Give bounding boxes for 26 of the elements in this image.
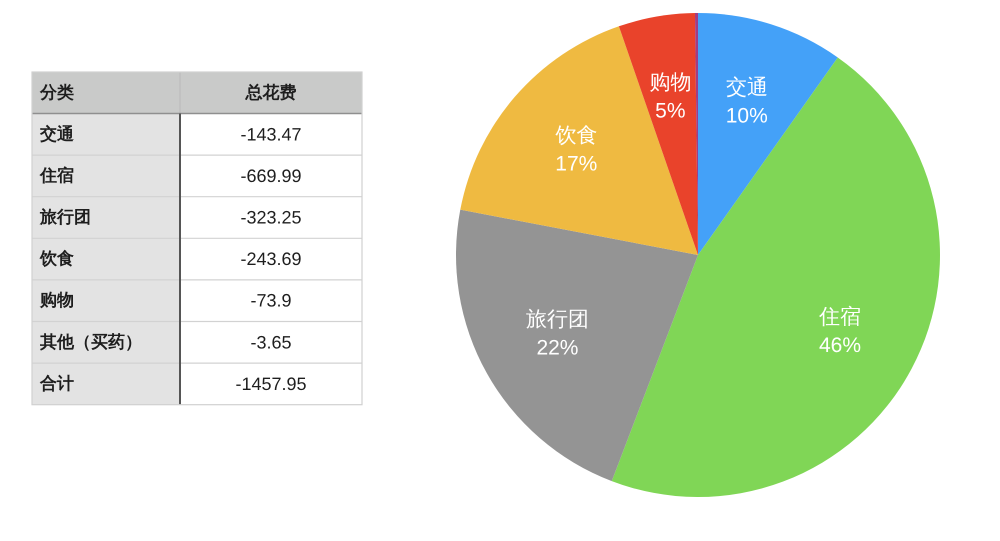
category-label: 交通 xyxy=(39,124,74,144)
slice-label: 旅行团 xyxy=(526,306,589,331)
data-label: 46% xyxy=(818,334,862,357)
text: 分类 xyxy=(39,82,74,103)
data-label: 5% xyxy=(655,99,686,122)
category-label: 住宿 xyxy=(39,166,74,186)
category-label: 其他（买药） xyxy=(39,332,142,352)
data-label: -669.99 xyxy=(240,166,302,186)
data-label: 17% xyxy=(555,152,598,176)
data-label: 22% xyxy=(536,336,578,360)
slice-label: 住宿 xyxy=(818,304,861,328)
category-label: 购物 xyxy=(39,290,74,311)
slice-label: 交通 xyxy=(726,75,768,100)
data-label: -1457.95 xyxy=(235,374,307,394)
data-label: -323.25 xyxy=(240,208,302,228)
category-label: 合计 xyxy=(39,374,74,394)
data-label: -3.65 xyxy=(250,332,292,352)
category-label: 饮食 xyxy=(39,249,74,270)
slice-label: 饮食 xyxy=(554,123,598,148)
data-label: -243.69 xyxy=(240,249,302,270)
category-label: 旅行团 xyxy=(39,208,91,228)
slice-label: 购物 xyxy=(649,70,692,94)
text: 总花费 xyxy=(244,82,296,103)
data-label: -143.47 xyxy=(240,124,302,144)
data-label: 10% xyxy=(726,104,768,128)
data-label: -73.9 xyxy=(250,290,292,311)
